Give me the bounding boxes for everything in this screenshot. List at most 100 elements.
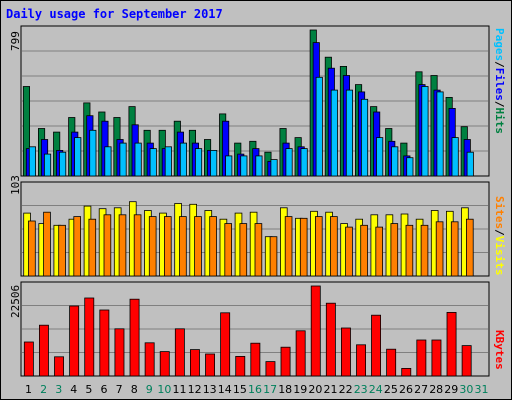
bar-pages-day-6 (104, 146, 112, 177)
bar-sites-day-20 (314, 216, 323, 277)
bar-sites-day-17 (269, 236, 278, 277)
bar-sites-day-12 (194, 216, 202, 277)
day-label-29: 29 (444, 383, 458, 396)
bar-pages-day-17 (270, 159, 278, 177)
bar-sites-day-27 (420, 224, 429, 277)
bar-sites-day-5 (88, 218, 97, 277)
day-label-17: 17 (263, 383, 277, 396)
bar-kbytes-day-11 (174, 328, 185, 377)
bar-kbytes-day-15 (235, 355, 246, 377)
bar-pages-day-16 (255, 155, 263, 177)
bar-kbytes-day-16 (250, 342, 261, 377)
bar-kbytes-day-24 (371, 314, 382, 377)
bar-kbytes-day-26 (401, 367, 412, 377)
bar-sites-day-23 (360, 224, 368, 277)
bar-kbytes-day-8 (129, 298, 140, 377)
bar-pages-day-12 (194, 148, 203, 177)
bar-kbytes-day-10 (159, 351, 170, 377)
bar-kbytes-day-14 (220, 312, 231, 377)
bar-sites-day-22 (345, 226, 353, 277)
bar-kbytes-day-21 (325, 302, 336, 377)
bar-pages-day-15 (240, 155, 248, 177)
bar-kbytes-day-2 (39, 324, 49, 377)
bar-pages-day-18 (285, 148, 293, 177)
bar-pages-day-28 (436, 91, 444, 177)
bar-pages-day-24 (376, 137, 384, 177)
bar-sites-day-16 (254, 223, 263, 277)
bar-pages-day-10 (164, 146, 172, 177)
day-label-2: 2 (40, 383, 47, 396)
chart-title: Daily usage for September 2017 (6, 7, 223, 21)
bar-sites-day-28 (435, 221, 444, 277)
bar-kbytes-day-6 (99, 309, 110, 377)
bar-kbytes-day-28 (431, 339, 442, 377)
bar-pages-day-4 (74, 137, 82, 177)
bar-pages-day-13 (210, 149, 218, 177)
day-label-9: 9 (146, 383, 153, 396)
bar-pages-day-29 (451, 137, 459, 177)
bar-kbytes-day-18 (280, 346, 291, 377)
day-label-12: 12 (188, 383, 202, 396)
bar-sites-day-30 (465, 218, 474, 277)
day-label-13: 13 (203, 383, 217, 396)
bar-kbytes-day-3 (54, 356, 65, 377)
bar-sites-day-2 (43, 211, 51, 277)
day-label-31: 31 (475, 383, 489, 396)
bar-kbytes-day-19 (295, 330, 306, 377)
bar-kbytes-day-23 (356, 344, 367, 377)
bar-pages-day-23 (360, 98, 369, 177)
bar-sites-day-11 (179, 216, 187, 277)
day-label-19: 19 (293, 383, 307, 396)
day-label-22: 22 (339, 383, 353, 396)
bar-sites-day-26 (405, 224, 414, 277)
bar-kbytes-day-25 (386, 348, 397, 377)
bar-pages-day-27 (421, 86, 429, 177)
day-label-28: 28 (429, 383, 443, 396)
bar-pages-day-20 (315, 76, 323, 177)
day-label-1: 1 (25, 383, 32, 396)
day-label-24: 24 (369, 383, 383, 396)
bar-pages-day-2 (44, 153, 52, 177)
bar-kbytes-day-17 (265, 361, 276, 377)
day-label-23: 23 (354, 383, 368, 396)
bar-pages-day-3 (59, 151, 67, 177)
bar-pages-day-5 (89, 129, 97, 177)
bar-kbytes-day-4 (69, 305, 80, 377)
bar-sites-day-3 (58, 224, 66, 277)
day-label-5: 5 (85, 383, 92, 396)
bar-pages-day-8 (134, 142, 142, 177)
bar-kbytes-day-7 (114, 328, 125, 377)
bar-kbytes-day-29 (446, 311, 457, 377)
bar-pages-day-22 (345, 89, 353, 177)
day-label-4: 4 (70, 383, 77, 396)
day-label-20: 20 (308, 383, 322, 396)
bar-kbytes-day-13 (205, 353, 216, 377)
bar-pages-day-14 (225, 155, 233, 177)
bar-kbytes-day-1 (23, 341, 34, 377)
bar-sites-day-9 (148, 216, 157, 277)
bar-sites-day-25 (390, 223, 399, 277)
bar-pages-day-7 (119, 142, 127, 177)
day-label-18: 18 (278, 383, 292, 396)
bar-kbytes-day-22 (340, 327, 351, 377)
day-label-8: 8 (131, 383, 138, 396)
day-label-25: 25 (384, 383, 398, 396)
day-label-11: 11 (173, 383, 187, 396)
bar-pages-day-9 (149, 148, 157, 177)
bar-kbytes-day-9 (144, 342, 155, 377)
day-label-7: 7 (116, 383, 123, 396)
bar-sites-day-8 (133, 214, 142, 277)
day-label-26: 26 (399, 383, 413, 396)
bar-sites-day-24 (375, 226, 383, 277)
bar-kbytes-day-30 (461, 345, 472, 377)
bar-kbytes-day-12 (189, 349, 200, 377)
bar-pages-day-19 (300, 148, 308, 177)
bar-sites-day-4 (73, 216, 82, 277)
bar-sites-day-19 (299, 217, 308, 277)
bar-kbytes-day-20 (310, 285, 321, 377)
bar-kbytes-day-5 (84, 297, 95, 377)
bar-sites-day-13 (209, 216, 217, 277)
day-label-3: 3 (55, 383, 62, 396)
day-label-15: 15 (233, 383, 247, 396)
